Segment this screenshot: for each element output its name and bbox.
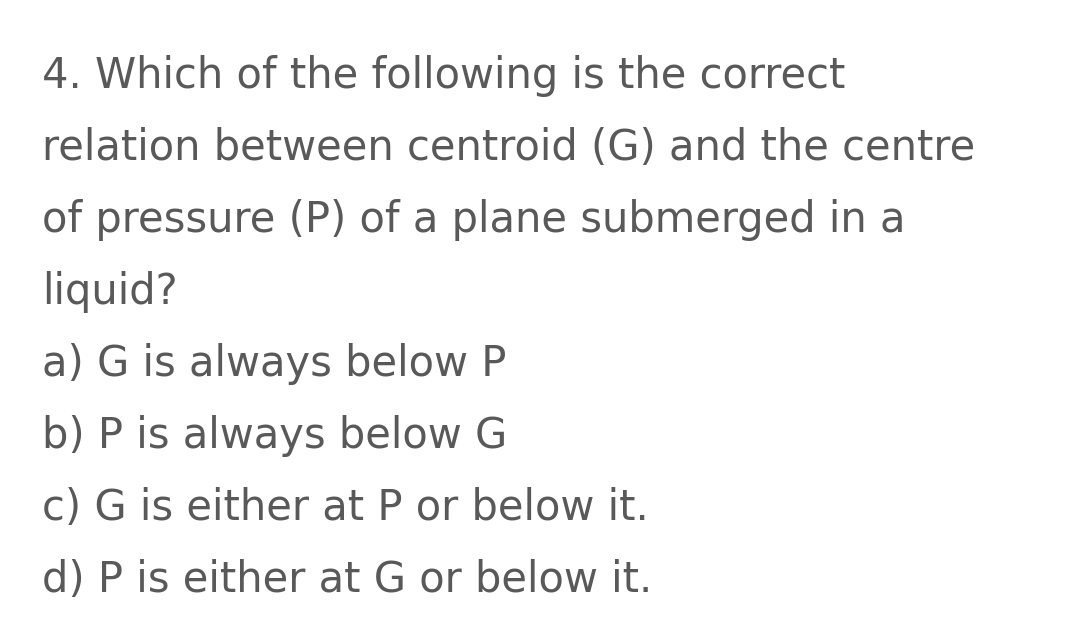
Text: c) G is either at P or below it.: c) G is either at P or below it. [42,487,649,529]
Text: b) P is always below G: b) P is always below G [42,415,508,457]
Text: 4. Which of the following is the correct: 4. Which of the following is the correct [42,55,846,97]
Text: relation between centroid (G) and the centre: relation between centroid (G) and the ce… [42,127,975,169]
Text: liquid?: liquid? [42,271,177,313]
Text: a) G is always below P: a) G is always below P [42,343,507,385]
Text: of pressure (P) of a plane submerged in a: of pressure (P) of a plane submerged in … [42,199,905,241]
Text: d) P is either at G or below it.: d) P is either at G or below it. [42,559,652,601]
